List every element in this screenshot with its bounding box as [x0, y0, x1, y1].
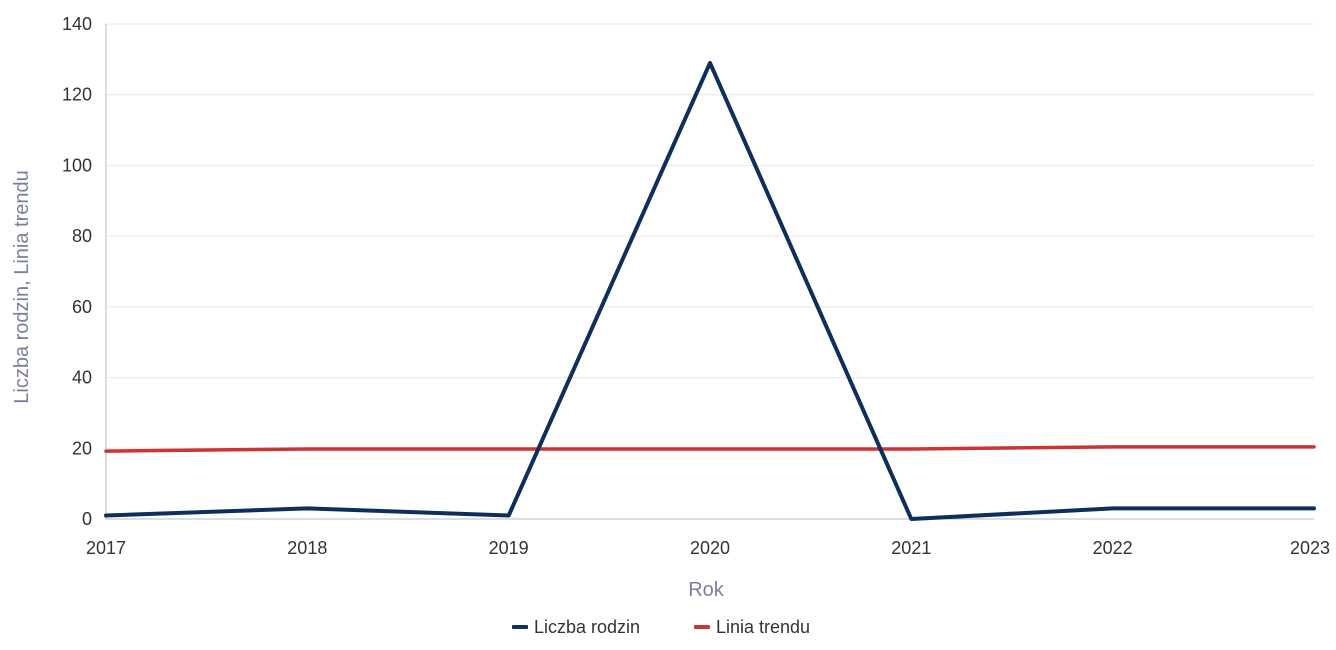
x-tick-label: 2019	[489, 538, 529, 558]
legend-item: Liczba rodzin	[512, 617, 640, 637]
y-tick-label: 140	[62, 14, 92, 34]
axis-layer	[105, 24, 1314, 520]
y-tick-label: 60	[72, 297, 92, 317]
y-tick-label: 120	[62, 85, 92, 105]
x-tick-label: 2018	[287, 538, 327, 558]
x-tick-label: 2021	[891, 538, 931, 558]
series-layer	[104, 60, 1316, 521]
label-layer: 0 20 40 60 80 100 120 140 2017 2018 2019 2020 2021 20…	[62, 14, 1330, 558]
y-tick-label: 0	[82, 509, 92, 529]
legend-swatch	[694, 625, 710, 629]
y-tick-label: 100	[62, 155, 92, 175]
x-axis-title: Rok	[688, 579, 725, 601]
legend-item: Linia trendu	[694, 617, 810, 637]
y-axis-title: Liczba rodzin, Linia trendu	[11, 170, 33, 403]
y-tick-label: 40	[72, 368, 92, 388]
y-tick-label: 20	[72, 438, 92, 458]
y-tick-label: 80	[72, 226, 92, 246]
x-tick-label: 2022	[1093, 538, 1133, 558]
legend-label: Linia trendu	[716, 617, 810, 637]
legend-label: Liczba rodzin	[534, 617, 640, 637]
x-tick-label: 2017	[86, 538, 126, 558]
legend-swatch	[512, 625, 528, 629]
grid-layer	[106, 23, 1314, 449]
x-tick-label: 2020	[690, 538, 730, 558]
x-tick-label: 2023	[1290, 538, 1330, 558]
series-line-linia-trendu	[104, 445, 1316, 453]
series-line-liczba-rodzin	[104, 60, 1316, 521]
legend: Liczba rodzin Linia trendu	[512, 617, 810, 637]
